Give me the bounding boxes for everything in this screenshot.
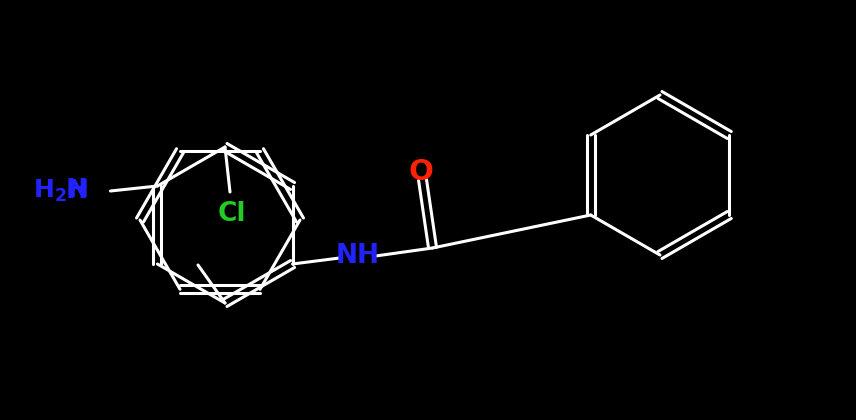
Text: Cl: Cl <box>217 201 247 227</box>
Text: $\mathregular{H_2N}$: $\mathregular{H_2N}$ <box>33 178 87 204</box>
Text: O: O <box>408 158 433 186</box>
Text: NH: NH <box>336 243 379 269</box>
Text: H: H <box>65 178 87 204</box>
